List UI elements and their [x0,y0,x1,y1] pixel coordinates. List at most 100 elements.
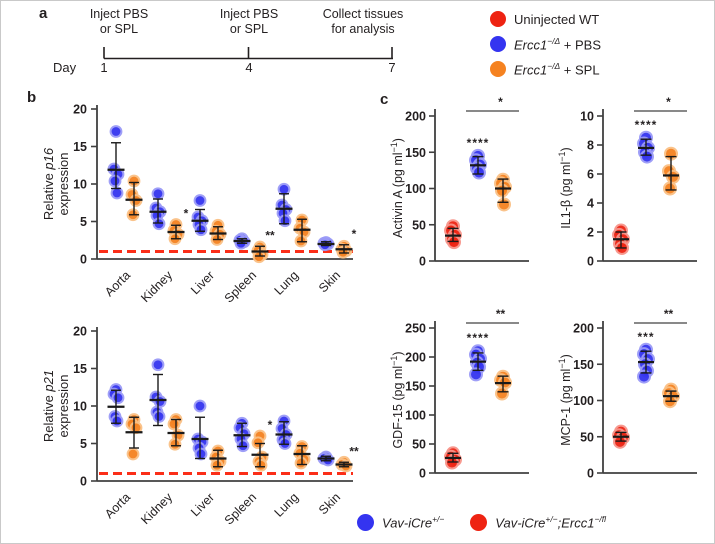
svg-text:Relative p21: Relative p21 [41,370,56,442]
svg-text:0: 0 [587,255,594,269]
timeline-event-day7: Collect tissues for analysis [305,7,421,37]
svg-text:Liver: Liver [188,268,217,297]
legend-item-vav-icre-ercc1: Vav-iCre+/−;Ercc1−/fl [470,514,606,531]
legend-label: Uninjected WT [514,11,600,27]
svg-text:50: 50 [412,218,426,232]
svg-text:10: 10 [73,178,87,192]
il1-beta-plot: 0 2 4 6 8 10 **** * IL1-β (pg ml−1) [557,91,709,282]
svg-text:**: ** [349,444,359,458]
svg-text:150: 150 [573,358,594,372]
p21-plot-canvas: 0 5 10 15 20 Aorta Kidney Liver * Spleen Lung ** Ski… [41,325,359,528]
svg-text:*: * [268,418,273,432]
legend-label: Ercc1−/Δ + SPL [514,61,600,78]
day-tick-4: 4 [245,60,253,75]
svg-text:MCP-1 (pg ml−1): MCP-1 (pg ml−1) [557,354,573,446]
svg-text:10: 10 [73,400,87,414]
activin-a-plot: 0 50 100 150 200 **** * Activin A (pg ml−1) [389,91,541,282]
svg-text:50: 50 [412,438,426,452]
svg-text:0: 0 [419,467,426,481]
svg-text:*: * [666,95,671,109]
event-line: Inject PBS [89,7,149,21]
day-tick-1: 1 [100,60,108,75]
panel-c-label: c [380,91,389,108]
p16-plot-canvas: 0 5 10 15 20 Aorta * Kidney Liver ** Spleen Lung * Sk… [41,103,357,306]
svg-text:***: *** [637,330,654,344]
svg-text:**: ** [664,307,674,321]
svg-text:2: 2 [587,226,594,240]
svg-text:Kidney: Kidney [138,490,175,527]
svg-text:Spleen: Spleen [222,268,259,305]
svg-text:Aorta: Aorta [102,490,133,521]
genotype-legend: Vav-iCre+/− Vav-iCre+/−;Ercc1−/fl [357,514,606,531]
svg-text:15: 15 [73,362,87,376]
svg-text:5: 5 [80,437,87,451]
gdf15-plot: 0 50 100 150 200 250 **** ** GDF-15 (pg ml−1) [389,303,541,494]
event-line: Inject PBS [219,7,279,21]
svg-text:0: 0 [80,253,87,267]
timeline-event-day4: Inject PBS or SPL [191,7,307,37]
blue-dot-icon [357,514,374,531]
timeline-axis [103,47,393,60]
panel-b-label: b [27,89,37,106]
svg-text:Kidney: Kidney [138,268,175,305]
event-line: or SPL [99,22,139,36]
p16-expression-plot: 0 5 10 15 20 Aorta * Kidney Liver ** Spleen Lung * Sk… [37,99,367,322]
event-line: for analysis [331,22,395,36]
svg-text:Activin A (pg ml−1): Activin A (pg ml−1) [389,138,405,238]
legend-item-ercc1-pbs: Ercc1−/Δ + PBS [490,36,601,52]
svg-text:expression: expression [56,153,71,216]
svg-text:10: 10 [580,110,594,124]
svg-text:Skin: Skin [316,490,343,517]
svg-text:0: 0 [587,467,594,481]
event-line: or SPL [229,22,269,36]
legend-item-uninjected-wt: Uninjected WT [490,11,601,27]
svg-text:250: 250 [405,322,426,336]
day-tick-7: 7 [388,60,396,75]
svg-text:100: 100 [405,409,426,423]
svg-text:0: 0 [419,255,426,269]
svg-text:200: 200 [573,322,594,336]
svg-text:expression: expression [56,375,71,438]
svg-text:200: 200 [405,351,426,365]
svg-text:100: 100 [405,182,426,196]
svg-text:200: 200 [405,110,426,124]
svg-text:5: 5 [80,215,87,229]
legend-label: Ercc1−/Δ + PBS [514,36,601,53]
svg-text:Relative p16: Relative p16 [41,147,56,220]
svg-text:****: **** [635,118,658,132]
p21-expression-plot: 0 5 10 15 20 Aorta Kidney Liver * Spleen Lung ** Ski… [37,321,367,543]
event-line: Collect tissues [322,7,404,21]
legend-item-ercc1-spl: Ercc1−/Δ + SPL [490,61,601,78]
svg-text:150: 150 [405,146,426,160]
svg-text:GDF-15 (pg ml−1): GDF-15 (pg ml−1) [389,351,405,448]
svg-text:15: 15 [73,140,87,154]
svg-text:50: 50 [580,430,594,444]
legend-label: Vav-iCre+/− [382,514,445,531]
svg-text:Aorta: Aorta [102,268,133,299]
svg-text:**: ** [265,228,275,242]
svg-text:100: 100 [573,394,594,408]
svg-text:20: 20 [73,103,87,117]
red-dot-icon [490,11,506,27]
svg-text:****: **** [467,136,490,150]
svg-text:**: ** [496,307,506,321]
svg-text:Spleen: Spleen [222,490,259,527]
svg-text:*: * [184,207,189,221]
panel-a-label: a [39,5,48,22]
svg-text:IL1-β (pg ml−1): IL1-β (pg ml−1) [557,147,573,228]
red-dot-icon [470,514,488,531]
svg-text:Lung: Lung [272,268,302,298]
svg-text:Skin: Skin [316,268,343,295]
svg-text:Lung: Lung [272,490,302,520]
blue-dot-icon [490,36,506,53]
legend-label: Vav-iCre+/−;Ercc1−/fl [495,514,606,531]
svg-text:20: 20 [73,325,87,339]
svg-text:*: * [352,227,357,241]
svg-text:0: 0 [80,475,87,489]
svg-text:8: 8 [587,139,594,153]
